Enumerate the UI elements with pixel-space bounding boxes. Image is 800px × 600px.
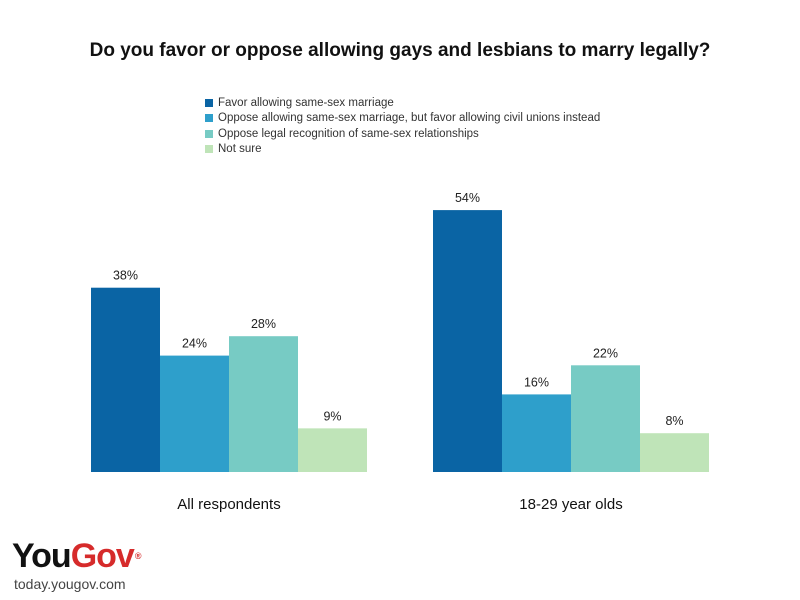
yougov-logo: YouGov®: [12, 537, 142, 575]
legend-item-oppose: Oppose legal recognition of same-sex rel…: [205, 126, 600, 142]
data-label-not-sure-group-1: 8%: [665, 414, 683, 428]
legend-swatch-civil-unions: [205, 114, 213, 123]
legend-label-favor: Favor allowing same-sex marriage: [218, 96, 394, 109]
bar-oppose-group-1: [571, 365, 640, 472]
logo-you: You: [12, 537, 72, 575]
category-label-1: 18-29 year olds: [519, 496, 622, 513]
data-label-not-sure-group-0: 9%: [323, 409, 341, 423]
bar-civil-unions-group-1: [502, 394, 571, 472]
bar-favor-group-0: [91, 287, 160, 472]
legend-item-favor: Favor allowing same-sex marriage: [205, 95, 600, 111]
legend-item-not-sure: Not sure: [205, 142, 600, 158]
data-label-oppose-group-1: 22%: [593, 346, 618, 360]
logo-gov: Gov: [70, 537, 135, 575]
data-label-favor-group-1: 54%: [455, 191, 480, 205]
bar-civil-unions-group-0: [160, 355, 229, 472]
bar-not-sure-group-0: [298, 428, 367, 472]
chart-title: Do you favor or oppose allowing gays and…: [89, 40, 711, 61]
bar-not-sure-group-1: [640, 433, 709, 472]
data-label-civil-unions-group-1: 16%: [524, 375, 549, 389]
registered-mark: ®: [134, 551, 142, 561]
category-label-0: All respondents: [177, 496, 280, 513]
legend-swatch-not-sure: [205, 145, 213, 154]
bar-favor-group-1: [433, 210, 502, 472]
bar-oppose-group-0: [229, 336, 298, 472]
data-label-oppose-group-0: 28%: [251, 317, 276, 331]
legend-swatch-oppose: [205, 129, 213, 138]
data-label-favor-group-0: 38%: [113, 269, 138, 283]
legend-item-civil-unions: Oppose allowing same-sex marriage, but f…: [205, 111, 600, 127]
legend: Favor allowing same-sex marriage Oppose …: [205, 95, 600, 157]
data-label-civil-unions-group-0: 24%: [182, 337, 207, 351]
logo-url: today.yougov.com: [14, 576, 126, 592]
legend-label-not-sure: Not sure: [218, 143, 262, 156]
legend-swatch-favor: [205, 98, 213, 107]
legend-label-oppose: Oppose legal recognition of same-sex rel…: [218, 127, 479, 140]
legend-label-civil-unions: Oppose allowing same-sex marriage, but f…: [218, 112, 601, 125]
